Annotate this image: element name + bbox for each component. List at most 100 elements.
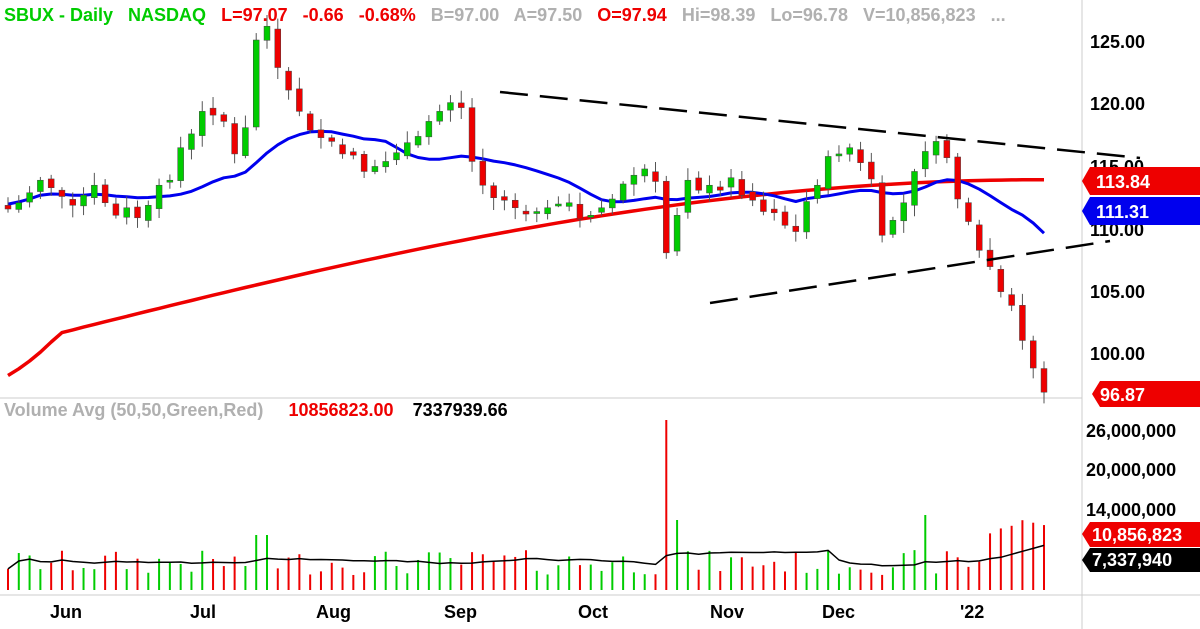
candle-body: [80, 194, 87, 207]
candle-body: [166, 179, 174, 183]
volume-bar: [71, 570, 74, 590]
volume-bar: [266, 535, 268, 590]
candle-body: [479, 160, 487, 186]
low-value: Lo=96.78: [770, 5, 848, 25]
candle-body: [943, 140, 951, 158]
candle-body: [717, 186, 724, 191]
volume-bar: [406, 573, 409, 590]
volume-bar: [352, 574, 355, 590]
volume-bar: [417, 559, 420, 590]
candle-body: [155, 184, 163, 209]
volume-bar: [222, 566, 225, 590]
volume-bar: [255, 535, 258, 590]
ticker-label: SBUX - Daily: [4, 5, 113, 25]
exchange-label: NASDAQ: [128, 5, 206, 25]
candle-body: [91, 184, 98, 198]
volume-bar: [125, 569, 128, 590]
candle-body: [673, 215, 681, 252]
volume-avg-tag-value: 7,337,940: [1092, 550, 1172, 570]
ma-blue-tag: 111.31: [1082, 197, 1200, 225]
candle-body: [900, 202, 907, 222]
candle-body: [404, 142, 411, 157]
volume-tick-label: 26,000,000: [1086, 421, 1176, 441]
volume-bar: [39, 569, 42, 590]
ma-blue-tag-bg: [1082, 197, 1200, 225]
date-tick-label: Jul: [190, 602, 216, 622]
candle-body: [296, 88, 303, 112]
candle-body: [684, 179, 692, 213]
volume-bar: [503, 555, 506, 590]
volume-bar: [654, 574, 657, 590]
volume-bar: [956, 557, 959, 590]
candle-body: [220, 114, 228, 122]
volume-bar: [212, 558, 215, 590]
volume-bar: [60, 550, 63, 590]
candle-body: [878, 182, 886, 236]
volume-bar: [319, 571, 322, 590]
volume-tag-bg: [1082, 522, 1200, 547]
volume-bar: [837, 573, 840, 590]
volume-bar: [999, 528, 1002, 590]
candle-body: [652, 171, 659, 182]
candle-body: [371, 166, 379, 172]
ma50-line: [7, 129, 1046, 235]
candle-body: [123, 207, 130, 218]
candle-body: [965, 202, 972, 222]
candle-body: [1019, 305, 1026, 341]
volume-bar: [546, 574, 549, 590]
volume-bar: [287, 557, 290, 590]
last-price: L=97.07: [221, 5, 288, 25]
volume-bar: [104, 555, 107, 590]
last-price-tag: 96.87: [1092, 381, 1200, 407]
candle-body: [511, 199, 519, 209]
candle-body: [706, 184, 713, 194]
candle-body: [576, 203, 584, 220]
volume-study-value: 10856823.00: [288, 400, 393, 420]
volume-bar: [848, 567, 851, 590]
date-tick-label: Nov: [710, 602, 744, 622]
candle-body: [911, 171, 918, 206]
date-tick-label: Jun: [50, 602, 82, 622]
candle-body: [630, 174, 638, 185]
volume-axis-labels: 26,000,000 20,000,000 14,000,000: [1086, 421, 1176, 520]
change-percent: -0.68%: [359, 5, 416, 25]
price-tick-label: 125.00: [1090, 32, 1145, 52]
volume-bar: [233, 556, 236, 590]
candle-body: [306, 113, 314, 131]
change-value: -0.66: [303, 5, 344, 25]
candle-body: [1029, 340, 1037, 369]
volume-bar: [373, 556, 376, 590]
candle-body: [4, 205, 12, 210]
candle-body: [274, 28, 282, 68]
candle-body: [490, 185, 497, 199]
candle-body: [414, 136, 422, 146]
volume-bar: [805, 572, 808, 590]
volume-bar: [665, 420, 668, 590]
volume-bar: [578, 565, 581, 590]
candle-body: [695, 177, 702, 191]
volume-bar: [676, 520, 679, 590]
date-tick-label: Sep: [444, 602, 477, 622]
volume-bar: [114, 551, 117, 590]
candle-body: [760, 199, 767, 212]
candle-body: [177, 147, 184, 181]
candle-body: [544, 207, 551, 215]
volume-bar: [622, 556, 625, 590]
volume-avg-line-group: [7, 544, 1045, 570]
volume-bar: [363, 572, 366, 590]
volume-bar: [730, 557, 733, 590]
volume-bar: [535, 570, 538, 590]
candle-body: [663, 180, 670, 254]
price-tick-label: 100.00: [1090, 344, 1145, 364]
volume-bar: [168, 562, 171, 590]
candle-body: [932, 141, 940, 156]
candle-body: [501, 196, 508, 201]
volume-bar: [891, 567, 894, 590]
volume-bar: [881, 574, 884, 590]
volume-tag-value: 10,856,823: [1092, 525, 1182, 545]
volume-tick-label: 20,000,000: [1086, 460, 1176, 480]
candle-body: [47, 178, 55, 188]
volume-bar: [1043, 525, 1045, 590]
volume-bar: [276, 568, 279, 590]
candle-body: [188, 133, 195, 150]
